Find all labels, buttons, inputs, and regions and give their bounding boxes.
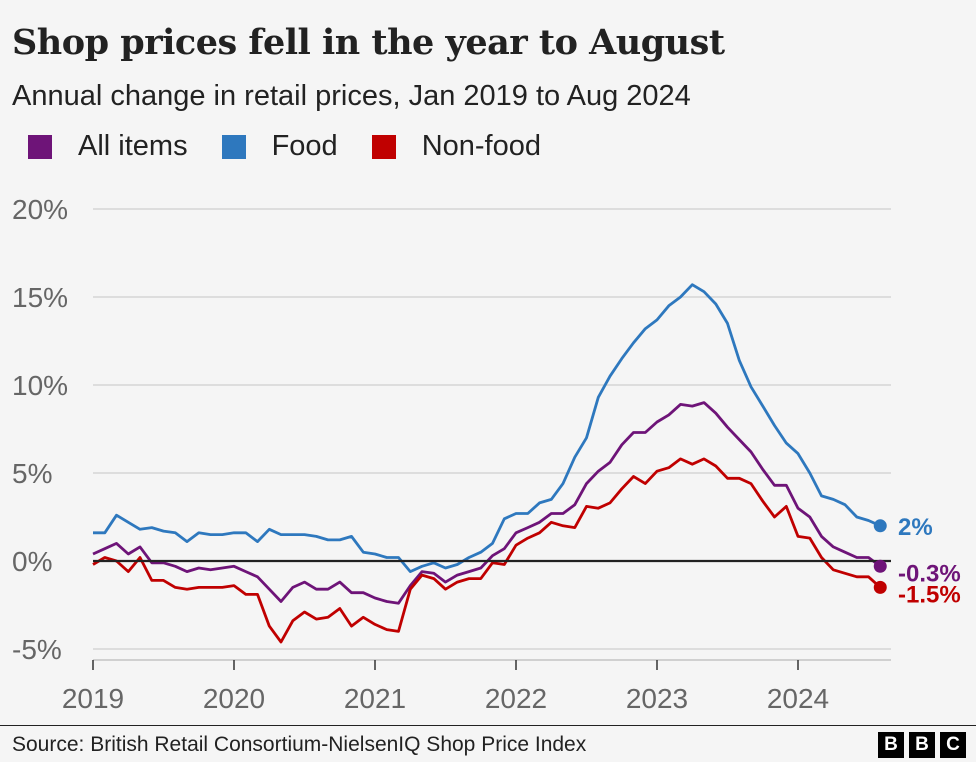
legend-label-food: Food bbox=[271, 130, 338, 162]
legend-label-non-food: Non-food bbox=[421, 130, 541, 162]
x-tick-label: 2022 bbox=[485, 683, 547, 714]
legend: All items Food Non-food bbox=[28, 130, 575, 163]
y-tick-label: -5% bbox=[12, 634, 62, 665]
x-tick-label: 2023 bbox=[626, 683, 688, 714]
end-value-label: -1.5% bbox=[898, 581, 961, 608]
bbc-logo-letter: B bbox=[878, 732, 904, 758]
legend-swatch-non-food bbox=[371, 134, 396, 159]
end-value-label: 2% bbox=[898, 514, 933, 541]
x-tick-label: 2019 bbox=[62, 683, 124, 714]
x-tick-label: 2021 bbox=[344, 683, 406, 714]
end-value-label: -0.3% bbox=[898, 560, 961, 587]
y-tick-label: 10% bbox=[12, 370, 68, 401]
y-tick-label: 20% bbox=[12, 194, 68, 225]
end-point-dot bbox=[873, 519, 887, 533]
x-tick-label: 2024 bbox=[767, 683, 829, 714]
legend-label-all-items: All items bbox=[78, 130, 188, 162]
y-tick-label: 15% bbox=[12, 282, 68, 313]
y-tick-label: 0% bbox=[12, 546, 52, 577]
bbc-logo-letter: C bbox=[940, 732, 966, 758]
chart-subtitle: Annual change in retail prices, Jan 2019… bbox=[12, 80, 691, 112]
series-line-non-food bbox=[92, 457, 882, 644]
x-tick-label: 2020 bbox=[203, 683, 265, 714]
series-line-all-items bbox=[92, 401, 882, 605]
series-line-food bbox=[93, 283, 881, 573]
bbc-logo: B B C bbox=[878, 732, 966, 758]
end-point-dot bbox=[873, 580, 887, 594]
legend-swatch-food bbox=[221, 134, 246, 159]
bbc-logo-letter: B bbox=[909, 732, 935, 758]
y-tick-label: 5% bbox=[12, 458, 52, 489]
source-note: Source: British Retail Consortium-Nielse… bbox=[12, 733, 587, 756]
legend-swatch-all-items bbox=[28, 134, 52, 159]
end-point-dot bbox=[873, 559, 887, 573]
footer-divider bbox=[0, 725, 976, 726]
chart-title: Shop prices fell in the year to August bbox=[12, 22, 725, 63]
